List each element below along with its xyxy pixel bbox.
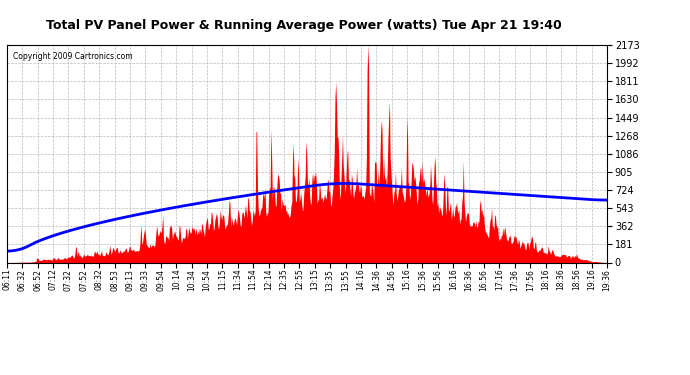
Text: Copyright 2009 Cartronics.com: Copyright 2009 Cartronics.com [13, 51, 132, 60]
Text: Total PV Panel Power & Running Average Power (watts) Tue Apr 21 19:40: Total PV Panel Power & Running Average P… [46, 19, 562, 32]
